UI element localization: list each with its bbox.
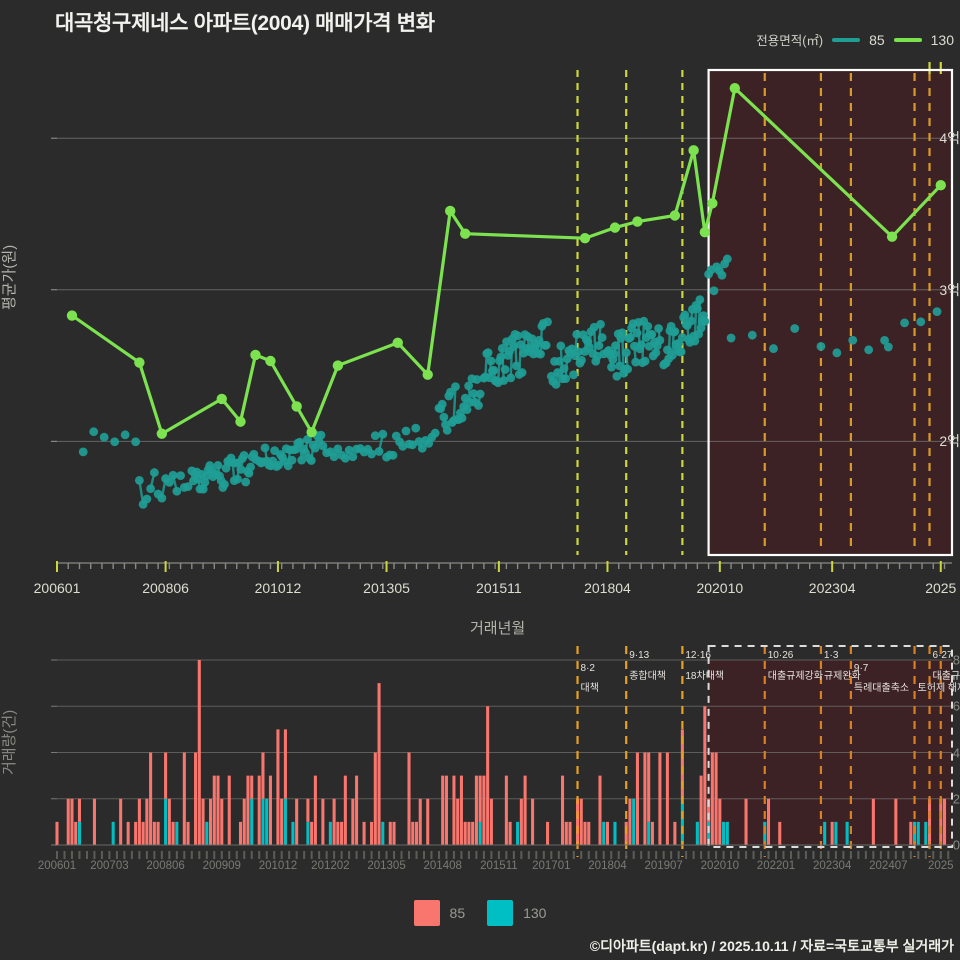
price-ytick: 4억 xyxy=(939,130,960,147)
volume-chart-ylabel: 거래량(건) xyxy=(1,709,18,775)
price-xtick: 201305 xyxy=(363,580,410,596)
volume-xtick: 200703 xyxy=(90,860,129,872)
legend-text-130: 130 xyxy=(523,905,547,921)
volume-xtick: 202304 xyxy=(812,860,852,872)
price-chart: 평균가(원) 거래년월 2억 3억 4억 200601 200806 201012 2013… xyxy=(0,55,960,637)
volume-xtick: 201511 xyxy=(480,860,518,872)
price-chart-xlabel: 거래년월 xyxy=(470,620,526,637)
legend-area-top: 전용면적(㎡) 85 130 xyxy=(756,30,954,49)
legend-item-130: 130 xyxy=(487,900,546,926)
volume-ytick: 2 xyxy=(952,791,960,807)
legend-title-top: 전용면적(㎡) xyxy=(756,34,824,48)
volume-xtick: 201907 xyxy=(644,860,683,872)
price-chart-ylabel: 평균가(원) xyxy=(1,244,18,310)
volume-ytick: 0 xyxy=(952,837,960,853)
legend-item-85: 85 xyxy=(413,900,466,926)
volume-chart: 거래량(건) 0 2 4 6 8 200601 200703 200806 200909 2010… xyxy=(0,645,960,895)
volume-xtick: 202010 xyxy=(700,860,739,872)
legend-square-85 xyxy=(413,900,440,926)
price-xtick: 201511 xyxy=(476,580,522,596)
price-xtick: 202304 xyxy=(808,580,856,596)
price-xtick: 2025 xyxy=(925,580,957,596)
price-xtick: 201804 xyxy=(584,580,631,596)
volume-xtick: 201408 xyxy=(423,860,462,872)
volume-ytick: 6 xyxy=(952,698,960,714)
legend-label-85: 85 xyxy=(869,31,885,48)
volume-xtick: 200601 xyxy=(37,860,77,872)
volume-xtick: 201305 xyxy=(367,860,406,872)
volume-ytick: 8 xyxy=(952,652,960,668)
price-ytick: 2억 xyxy=(939,433,960,450)
price-xtick: 202010 xyxy=(696,580,744,596)
footer-credit: ©디아파트(dapt.kr) / 2025.10.11 / 자료=국토교통부 실… xyxy=(589,938,954,954)
volume-xtick: 202201 xyxy=(756,860,796,872)
legend-swatch-85 xyxy=(832,37,861,42)
volume-xtick: 201701 xyxy=(532,860,571,872)
volume-xtick: 201202 xyxy=(311,860,350,872)
volume-xtick: 201804 xyxy=(588,860,627,872)
volume-xtick: 201012 xyxy=(258,860,298,872)
volume-chart-canvas xyxy=(51,645,953,859)
price-ytick: 3억 xyxy=(939,281,960,298)
legend-square-130 xyxy=(487,900,514,926)
price-xtick: 200601 xyxy=(33,580,81,596)
volume-xtick: 200806 xyxy=(146,860,185,872)
volume-xtick: 202407 xyxy=(869,860,908,872)
price-xtick: 200806 xyxy=(142,580,189,596)
legend-label-130: 130 xyxy=(930,31,954,48)
volume-xtick: 2025 xyxy=(927,860,954,872)
volume-ytick: 4 xyxy=(952,745,960,760)
volume-xtick: 200909 xyxy=(202,860,241,872)
legend-area-bottom: 85 130 xyxy=(0,900,960,926)
page-title: 대곡청구제네스 아파트(2004) 매매가격 변화 xyxy=(55,12,435,35)
legend-swatch-130 xyxy=(893,37,922,42)
price-chart-canvas xyxy=(51,62,954,572)
price-xtick: 201012 xyxy=(254,580,302,596)
legend-text-85: 85 xyxy=(449,905,466,921)
